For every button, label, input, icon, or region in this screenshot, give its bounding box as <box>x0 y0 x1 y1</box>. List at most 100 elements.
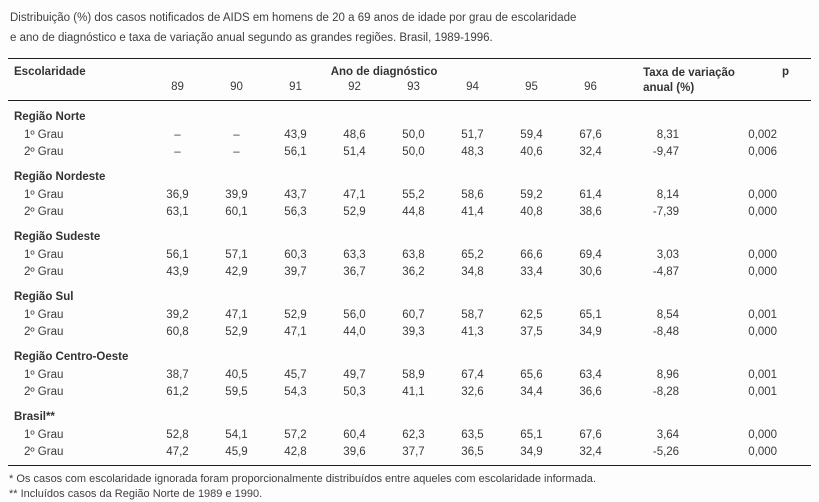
year-value-cell: 67,4 <box>461 369 484 381</box>
year-value-cell: 65,2 <box>461 249 484 261</box>
year-value-cell: 38,6 <box>579 206 602 218</box>
table-row: 1º Grau 56,1 57,1 60,3 63,3 63,8 65,2 66,6 69,4 3… <box>8 247 811 264</box>
year-value-cell: 40,5 <box>225 369 248 381</box>
year-value-cell: 62,5 <box>520 309 543 321</box>
region-row: Região Sudeste <box>8 221 811 247</box>
year-value-cell: 49,7 <box>343 369 366 381</box>
year-value-cell: 51,4 <box>343 146 366 158</box>
taxa-value-cell: -9,47 <box>652 146 680 158</box>
year-value-cell: 57,2 <box>284 429 307 441</box>
year-value-cell: 32,4 <box>579 146 602 158</box>
year-value-cell: 56,0 <box>343 309 366 321</box>
taxa-value-cell: -5,26 <box>652 446 680 458</box>
year-value-cell: 51,7 <box>461 129 484 141</box>
year-header: 89 <box>171 81 184 93</box>
year-value-cell: – <box>174 129 181 141</box>
year-value-cell: 45,9 <box>225 446 248 458</box>
year-value-cell: 63,1 <box>166 206 189 218</box>
year-value-cell: 43,9 <box>284 129 307 141</box>
year-header: 93 <box>407 81 420 93</box>
year-value-cell: 56,1 <box>284 146 307 158</box>
year-value-cell: 56,1 <box>166 249 189 261</box>
year-value-cell: 34,9 <box>520 446 543 458</box>
year-value-cell: 60,1 <box>225 206 248 218</box>
footnote-1: * Os casos com escolaridade ignorada for… <box>9 473 596 485</box>
aids-distribution-table: Escolaridade Ano de diagnóstico Taxa de … <box>8 58 812 466</box>
year-header: 95 <box>525 81 538 93</box>
year-value-cell: 40,6 <box>520 146 543 158</box>
taxa-value-cell: 8,54 <box>656 309 680 321</box>
region-row: Região Sul <box>8 281 811 307</box>
year-value-cell: 65,6 <box>520 369 543 381</box>
p-value-cell: 0,000 <box>748 206 778 218</box>
year-value-cell: 52,9 <box>284 309 307 321</box>
table-body: Região Norte 1º Grau – – 43,9 48,6 50,0 51,7 59,… <box>8 101 811 466</box>
year-header: 92 <box>348 81 361 93</box>
table-row: 1º Grau 39,2 47,1 52,9 56,0 60,7 58,7 62,5 65,1 8… <box>8 307 811 324</box>
p-value-cell: 0,000 <box>748 189 778 201</box>
year-header: 94 <box>466 81 479 93</box>
grade-label: 1º Grau <box>24 309 64 321</box>
year-value-cell: 36,2 <box>402 266 425 278</box>
table-row: 2º Grau 47,2 45,9 42,8 39,6 37,7 36,5 34,9 32,4 -… <box>8 444 811 466</box>
year-value-cell: 36,5 <box>461 446 484 458</box>
year-value-cell: 37,7 <box>402 446 425 458</box>
year-value-cell: 62,3 <box>402 429 425 441</box>
year-value-cell: 44,8 <box>402 206 425 218</box>
year-value-cell: 47,2 <box>166 446 189 458</box>
year-value-cell: 39,6 <box>343 446 366 458</box>
year-value-cell: 42,9 <box>225 266 248 278</box>
table-row: 2º Grau – – 56,1 51,4 50,0 48,3 40,6 32,4 -9,47 0,… <box>8 144 811 161</box>
column-header-p: p <box>782 66 790 78</box>
year-value-cell: 37,5 <box>520 326 543 338</box>
region-row: Região Norte <box>8 101 811 128</box>
year-value-cell: 58,9 <box>402 369 425 381</box>
column-header-escolaridade: Escolaridade <box>14 66 86 78</box>
region-name: Região Nordeste <box>14 171 106 183</box>
table-caption-line-2: e ano de diagnóstico e taxa de variação … <box>10 32 493 44</box>
grade-label: 2º Grau <box>24 446 64 458</box>
grade-label: 2º Grau <box>24 146 64 158</box>
year-value-cell: 59,4 <box>520 129 543 141</box>
p-value-cell: 0,001 <box>748 309 778 321</box>
year-value-cell: 60,7 <box>402 309 425 321</box>
year-value-cell: – <box>233 129 240 141</box>
year-value-cell: 39,3 <box>402 326 425 338</box>
grade-label: 1º Grau <box>24 129 64 141</box>
table-row: 1º Grau 36,9 39,9 43,7 47,1 55,2 58,6 59,2 61,4 8… <box>8 187 811 204</box>
year-value-cell: 43,7 <box>284 189 307 201</box>
table-caption-line-1: Distribuição (%) dos casos notificados d… <box>10 12 577 24</box>
year-value-cell: 41,1 <box>402 386 425 398</box>
year-value-cell: 47,1 <box>284 326 307 338</box>
year-value-cell: 66,6 <box>520 249 543 261</box>
year-value-cell: 54,1 <box>225 429 248 441</box>
year-header: 90 <box>230 81 243 93</box>
year-value-cell: 60,3 <box>284 249 307 261</box>
table-row: 2º Grau 61,2 59,5 54,3 50,3 41,1 32,6 34,4 36,6 -… <box>8 384 811 401</box>
year-value-cell: – <box>233 146 240 158</box>
year-value-cell: 41,4 <box>461 206 484 218</box>
p-value-cell: 0,006 <box>748 146 778 158</box>
p-value-cell: 0,002 <box>748 129 778 141</box>
footnotes: * Os casos com escolaridade ignorada for… <box>8 472 811 501</box>
year-value-cell: 50,3 <box>343 386 366 398</box>
year-value-cell: 58,7 <box>461 309 484 321</box>
year-value-cell: 50,0 <box>402 129 425 141</box>
year-value-cell: 32,6 <box>461 386 484 398</box>
taxa-value-cell: -7,39 <box>652 206 680 218</box>
year-value-cell: 61,2 <box>166 386 189 398</box>
year-value-cell: 47,1 <box>343 189 366 201</box>
year-value-cell: 55,2 <box>402 189 425 201</box>
year-value-cell: 39,2 <box>166 309 189 321</box>
footnote-2: ** Incluídos casos da Região Norte de 19… <box>9 487 263 500</box>
taxa-value-cell: -8,28 <box>652 386 680 398</box>
column-header-year-group: Ano de diagnóstico <box>330 66 438 78</box>
year-value-cell: 65,1 <box>520 429 543 441</box>
region-name: Região Centro-Oeste <box>14 351 129 363</box>
year-value-cell: 44,0 <box>343 326 366 338</box>
table-caption: Distribuição (%) dos casos notificados d… <box>8 8 811 48</box>
year-value-cell: 60,8 <box>166 326 189 338</box>
year-value-cell: 42,8 <box>284 446 307 458</box>
grade-label: 2º Grau <box>24 386 64 398</box>
